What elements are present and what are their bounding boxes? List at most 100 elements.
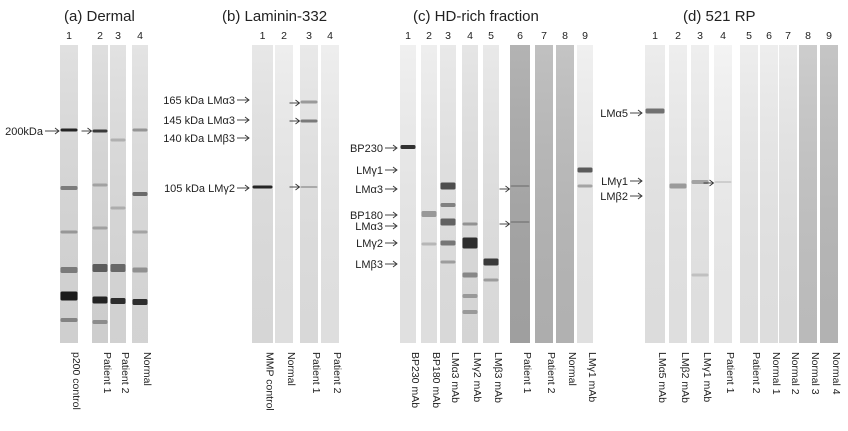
lane-shading: [577, 45, 593, 343]
lane-label: Normal: [566, 352, 578, 386]
lane-1: 1 p200 control: [60, 30, 82, 410]
lane-number: 2: [281, 30, 287, 42]
lane-label: LMβ2 mAb: [679, 352, 691, 403]
marker-label: LMα3: [355, 184, 383, 196]
marker: LMγ2: [356, 238, 398, 250]
panel-d-title: (d) 521 RP: [683, 8, 756, 25]
lane-shading: [535, 45, 553, 343]
panel-b-title: (b) Laminin-332: [222, 8, 327, 25]
lane-label: Patient 1: [521, 352, 533, 394]
lane-arrow: [289, 117, 301, 125]
marker-label: 200kDa: [5, 126, 44, 138]
marker-label: LMγ1: [601, 176, 628, 188]
lane-number: 2: [97, 30, 103, 42]
lane-label: Normal: [285, 352, 297, 386]
marker: LMα3: [355, 184, 398, 196]
lane-number: 2: [675, 30, 681, 42]
lane-arrow: [289, 99, 301, 107]
lane-4: 4 Patient 2: [321, 30, 343, 394]
band: [483, 258, 499, 266]
lane-number: 2: [426, 30, 432, 42]
lane-label: LMγ2 mAb: [471, 352, 483, 402]
lane-label: MMP control: [264, 352, 276, 411]
band: [300, 186, 318, 188]
band: [60, 186, 78, 190]
lane-number: 3: [115, 30, 121, 42]
lane-4: 4 LMγ2 mAb: [462, 30, 483, 402]
lane-label: Patient 1: [101, 352, 113, 394]
band: [60, 291, 78, 301]
marker-label: LMγ2: [356, 238, 383, 250]
band: [300, 100, 318, 104]
band: [510, 221, 530, 223]
lane-label: Normal 4: [830, 352, 842, 395]
band: [400, 145, 416, 149]
lane-1: 1 LMα5 mAb: [645, 30, 668, 403]
band: [132, 299, 148, 305]
lane-shading: [300, 45, 318, 343]
lane-number: 4: [467, 30, 473, 42]
lane-label: Patient 1: [724, 352, 736, 394]
band: [110, 138, 126, 142]
lane-shading: [691, 45, 709, 343]
lane-arrow: [289, 183, 301, 191]
lane-shading: [275, 45, 293, 343]
marker: LMγ1: [356, 165, 398, 177]
lane-number: 8: [805, 30, 811, 42]
band: [462, 237, 478, 249]
lane-number: 3: [697, 30, 703, 42]
lane-arrow-head: [295, 183, 301, 191]
lane-number: 7: [785, 30, 791, 42]
lane-arrow: [703, 179, 715, 187]
lane-9: 9 LMγ1 mAb: [577, 30, 598, 402]
band: [440, 182, 456, 190]
lane-6: 6 Patient 1: [510, 30, 533, 394]
lane-1: 1 MMP control: [252, 30, 276, 411]
lane-label: Patient 2: [331, 352, 343, 394]
band: [252, 185, 273, 189]
lane-label: BP230 mAb: [409, 352, 421, 408]
lane-label: Normal 3: [809, 352, 821, 395]
band: [60, 128, 78, 132]
lane-number: 5: [746, 30, 752, 42]
marker-arrow-head: [392, 166, 398, 174]
marker-label: LMα3: [355, 221, 383, 233]
lane-arrow-head: [295, 117, 301, 125]
marker: LMβ3: [355, 259, 398, 271]
marker-label: LMα5: [600, 108, 628, 120]
lane-shading: [462, 45, 478, 343]
band: [440, 260, 456, 264]
marker-arrow-head: [244, 184, 250, 192]
marker-arrow-head: [54, 127, 60, 135]
lane-arrow-head: [87, 127, 93, 135]
lane-number: 9: [582, 30, 588, 42]
band: [132, 230, 148, 234]
lane-label: p200 control: [70, 352, 82, 410]
lane-label: LMα5 mAb: [656, 352, 668, 403]
lane-shading: [60, 45, 78, 343]
band: [92, 264, 108, 272]
band: [60, 318, 78, 322]
lane-label: LMγ1 mAb: [586, 352, 598, 402]
marker-label: 165 kDa LMα3: [163, 95, 235, 107]
lane-arrow: [499, 185, 511, 193]
lane-shading: [510, 45, 530, 343]
band: [132, 128, 148, 132]
lane-number: 3: [445, 30, 451, 42]
band: [110, 264, 126, 272]
lane-4: 4 Patient 1: [714, 30, 736, 394]
band: [421, 211, 437, 217]
lane-4: 4 Normal: [132, 30, 153, 386]
lane-number: 1: [652, 30, 658, 42]
lane-3: 3 LMγ1 mAb: [691, 30, 713, 402]
lane-arrow-head: [709, 179, 715, 187]
marker: LMα5: [600, 108, 643, 120]
lane-label: BP180 mAb: [430, 352, 442, 408]
lane-number: 1: [66, 30, 72, 42]
band: [483, 278, 499, 282]
marker-arrow-head: [244, 116, 250, 124]
marker: BP230: [350, 143, 398, 155]
lane-shading: [760, 45, 778, 343]
lane-shading: [669, 45, 687, 343]
lane-7: 7 Normal 2: [779, 30, 801, 395]
